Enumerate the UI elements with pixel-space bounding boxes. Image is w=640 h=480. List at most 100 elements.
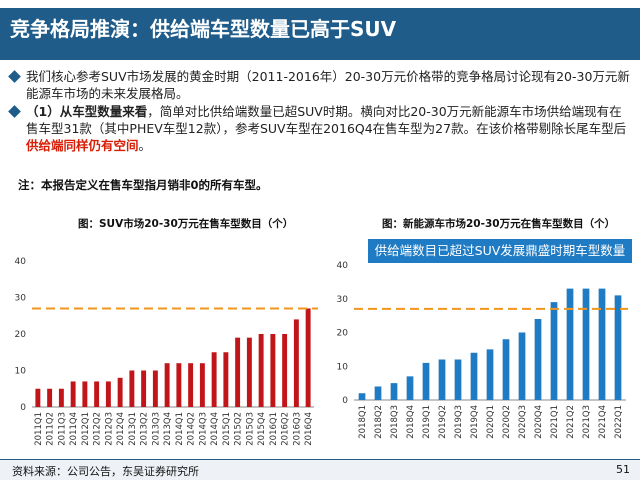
bullet-tail: 。	[138, 138, 152, 153]
bullet-list: 我们核心参考SUV市场发展的黄金时期（2011-2016年）20-30万元价格带…	[8, 68, 632, 155]
bar	[374, 386, 382, 400]
bar	[502, 339, 510, 400]
bar	[470, 352, 478, 400]
bar	[82, 381, 88, 407]
bullet-highlight: 供给端同样仍有空间	[26, 138, 139, 153]
y-tick-label: 10	[15, 367, 27, 377]
footer-bar	[0, 459, 640, 480]
page-title: 竞争格局推演：供给端车型数量已高于SUV	[10, 17, 397, 41]
x-tick-label: 2012Q4	[116, 412, 126, 446]
bar	[422, 362, 430, 400]
bar	[518, 332, 526, 400]
y-tick-label: 20	[15, 330, 27, 340]
x-tick-label: 2019Q4	[470, 405, 480, 439]
x-tick-label: 2014Q4	[210, 412, 220, 446]
chart-title-nev: 图：新能源车市场20-30万元在售车型数目（个）	[382, 218, 616, 230]
y-tick-label: 10	[337, 362, 349, 372]
bar	[58, 388, 64, 407]
bullet-text: 我们核心参考SUV市场发展的黄金时期（2011-2016年）20-30万元价格带…	[26, 69, 630, 101]
bullet-text: ，简单对比供给端数量已超SUV时期。横向对比20-30万元新能源车市场供给端现有…	[26, 104, 627, 136]
x-tick-label: 2013Q2	[140, 412, 150, 446]
diamond-bullet-icon	[8, 70, 21, 83]
bullet-lead: （1）从车型数量来看	[26, 104, 148, 119]
x-tick-label: 2016Q4	[304, 412, 314, 446]
x-tick-label: 2018Q3	[390, 405, 400, 439]
x-tick-label: 2020Q2	[502, 405, 512, 439]
x-tick-label: 2015Q1	[222, 412, 232, 446]
x-tick-label: 2018Q1	[358, 405, 368, 439]
x-tick-label: 2011Q2	[46, 412, 56, 446]
bar	[293, 319, 299, 407]
y-tick-label: 30	[15, 294, 27, 304]
bar	[598, 288, 606, 400]
diamond-bullet-icon	[8, 105, 21, 118]
bullet-item: 我们核心参考SUV市场发展的黄金时期（2011-2016年）20-30万元价格带…	[8, 68, 632, 102]
x-tick-label: 2016Q3	[292, 412, 302, 446]
bar	[47, 388, 53, 407]
bullet-item: （1）从车型数量来看，简单对比供给端数量已超SUV时期。横向对比20-30万元新…	[8, 103, 632, 154]
bar	[211, 352, 217, 407]
bar	[438, 359, 446, 400]
x-tick-label: 2020Q4	[534, 405, 544, 439]
bar	[223, 352, 229, 407]
x-tick-label: 2012Q1	[81, 412, 91, 446]
chart-title-suv: 图：SUV市场20-30万元在售车型数目（个）	[78, 218, 294, 230]
bar	[199, 363, 205, 407]
title-bar	[0, 8, 640, 60]
page-number: 51	[616, 463, 630, 476]
bar	[129, 370, 135, 407]
bar	[258, 334, 264, 407]
x-tick-label: 2018Q4	[406, 405, 416, 439]
x-tick-label: 2011Q1	[34, 412, 44, 446]
x-tick-label: 2015Q2	[234, 412, 244, 446]
x-tick-label: 2019Q1	[422, 405, 432, 439]
bar	[94, 381, 100, 407]
x-tick-label: 2014Q3	[198, 412, 208, 446]
bar	[566, 288, 574, 400]
x-tick-label: 2014Q1	[175, 412, 185, 446]
y-tick-label: 40	[337, 261, 349, 271]
y-tick-label: 40	[15, 257, 27, 267]
x-tick-label: 2015Q3	[245, 412, 255, 446]
y-tick-label: 30	[337, 295, 349, 305]
x-tick-label: 2012Q3	[104, 412, 114, 446]
bar	[152, 370, 158, 407]
footer-source: 资料来源：公司公告，东吴证券研究所	[12, 465, 199, 478]
x-tick-label: 2014Q2	[187, 412, 197, 446]
y-tick-label: 20	[337, 329, 349, 339]
bar	[534, 319, 542, 400]
x-tick-label: 2016Q2	[281, 412, 291, 446]
bar	[358, 393, 366, 400]
y-tick-label: 0	[342, 396, 348, 406]
bar	[188, 363, 194, 407]
bar	[246, 337, 252, 407]
x-tick-label: 2019Q3	[454, 405, 464, 439]
bar	[486, 349, 494, 400]
bar	[406, 376, 414, 400]
bar	[35, 388, 41, 407]
bar	[176, 363, 182, 407]
x-tick-label: 2013Q3	[151, 412, 161, 446]
callout-box: 供给端数目已超过SUV发展鼎盛时期车型数量	[368, 239, 632, 263]
x-tick-label: 2013Q4	[163, 412, 173, 446]
x-tick-label: 2022Q1	[614, 405, 624, 439]
x-tick-label: 2020Q3	[518, 405, 528, 439]
x-tick-label: 2021Q4	[598, 405, 608, 439]
bar	[454, 359, 462, 400]
y-tick-label: 0	[20, 403, 26, 413]
bar	[550, 302, 558, 400]
bar	[105, 381, 111, 407]
bar	[235, 337, 241, 407]
x-tick-label: 2018Q2	[374, 405, 384, 439]
x-tick-label: 2012Q2	[93, 412, 103, 446]
bar	[582, 288, 590, 400]
x-tick-label: 2013Q1	[128, 412, 138, 446]
bar	[390, 383, 398, 400]
bar	[164, 363, 170, 407]
x-tick-label: 2021Q3	[582, 405, 592, 439]
bar	[141, 370, 147, 407]
bar	[305, 308, 311, 407]
x-tick-label: 2019Q2	[438, 405, 448, 439]
bar	[270, 334, 276, 407]
